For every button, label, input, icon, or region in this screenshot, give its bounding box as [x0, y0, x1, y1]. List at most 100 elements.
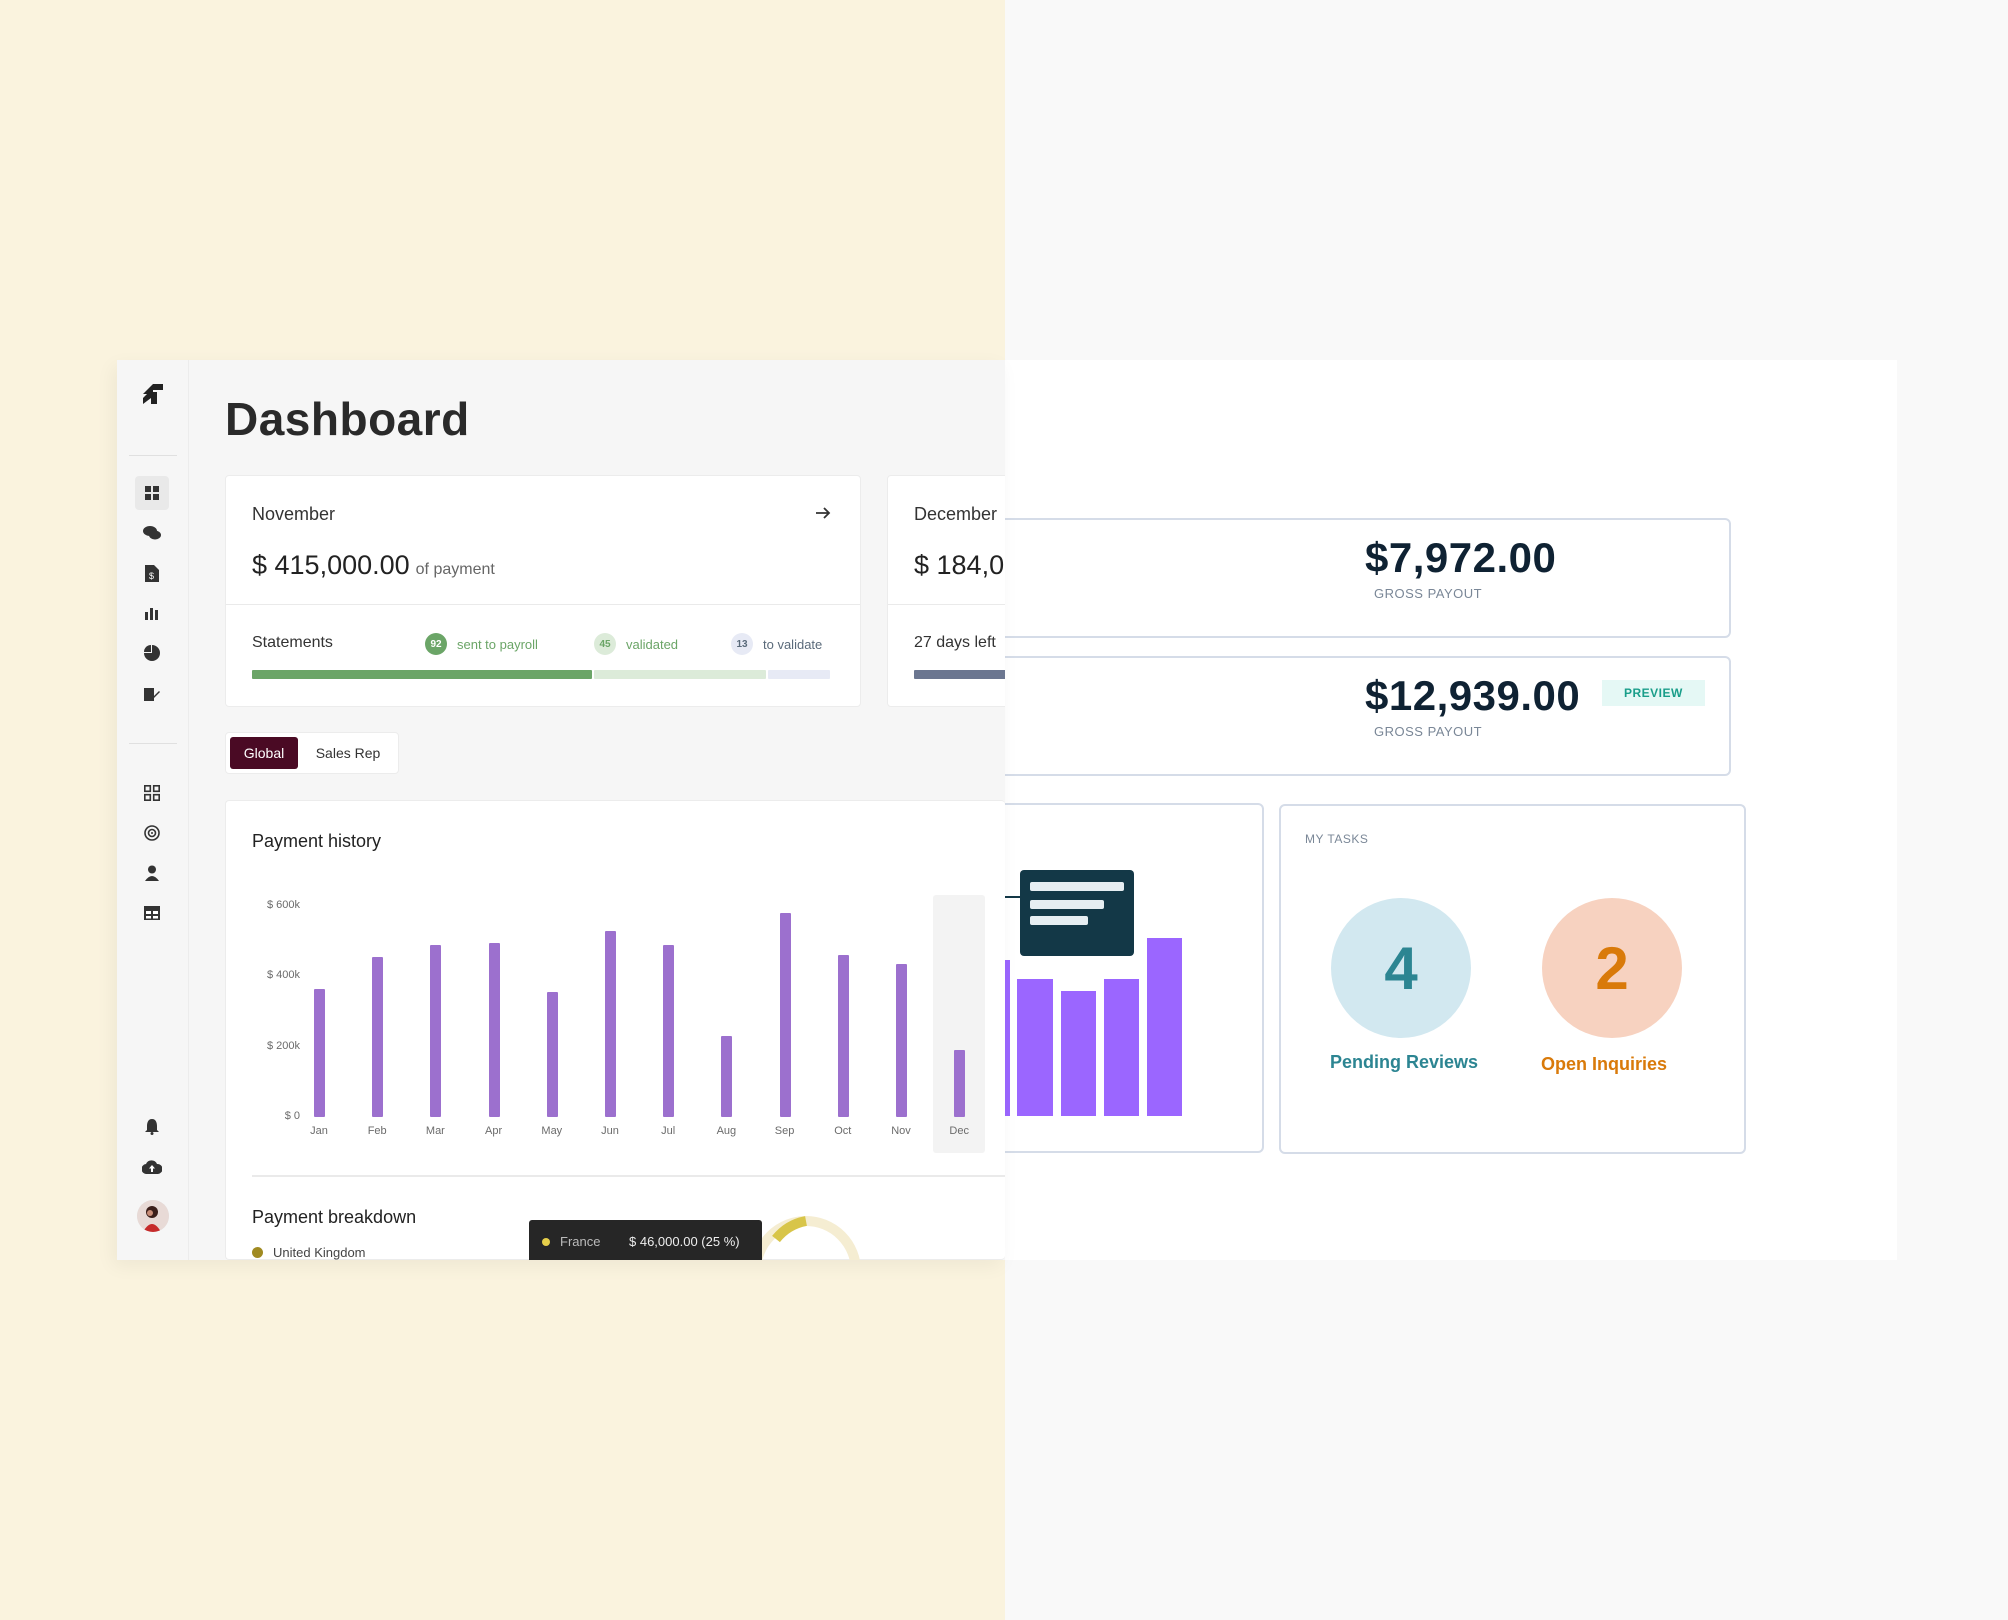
grid-icon[interactable] — [135, 476, 169, 510]
bar-chart-icon[interactable] — [135, 596, 169, 630]
page-title: Dashboard — [225, 393, 470, 445]
invoice-icon[interactable]: $ — [135, 556, 169, 590]
tooltip-line — [1030, 882, 1124, 891]
scope-segmented-control: Global Sales Rep — [225, 732, 399, 774]
card-divider — [226, 604, 860, 605]
mini-chart-tooltip — [1020, 870, 1134, 956]
november-card[interactable]: November $ 415,000.00 of payment Statemen… — [225, 475, 861, 707]
days-left-label: 27 days left — [914, 634, 996, 651]
avatar[interactable] — [137, 1200, 169, 1232]
mini-chart-bar — [1005, 960, 1010, 1116]
tooltip-dot — [542, 1238, 550, 1246]
app-logo[interactable] — [139, 380, 167, 408]
x-tick-label: Apr — [485, 1125, 503, 1137]
sent-to-payroll-status: 92 sent to payroll — [425, 633, 538, 655]
pie-chart-icon[interactable] — [135, 636, 169, 670]
bar-apr[interactable] — [488, 942, 500, 1117]
y-tick-label: $ 600k — [266, 899, 300, 911]
payout-amount: $12,939.00 — [1365, 672, 1581, 719]
open-inquiries-label[interactable]: Open Inquiries — [1541, 1054, 1668, 1074]
x-tick-label: Jul — [661, 1125, 676, 1137]
mini-chart-bar — [1104, 979, 1139, 1116]
segment-global[interactable]: Global — [230, 737, 298, 769]
x-tick-label: Aug — [716, 1125, 737, 1137]
target-icon[interactable] — [135, 816, 169, 850]
validated-label: validated — [626, 636, 679, 652]
my-tasks-card: MY TASKS 4 Pending Reviews 2 Open Inquir… — [1279, 804, 1746, 1154]
progress-to-validate — [768, 670, 830, 679]
app-window: $ Dashboard — [117, 360, 1005, 1260]
payout-label: GROSS PAYOUT — [1374, 586, 1483, 601]
card-month: December — [914, 504, 998, 524]
bell-icon[interactable] — [135, 1110, 169, 1144]
tooltip-line — [1030, 916, 1088, 925]
bar-nov[interactable] — [896, 964, 907, 1117]
bar-sep[interactable] — [779, 913, 791, 1117]
breakdown-tooltip: France $ 46,000.00 (25 %) — [529, 1220, 762, 1260]
legend-dot — [252, 1247, 263, 1258]
preview-badge: PREVIEW — [1602, 680, 1705, 706]
cloud-upload-icon[interactable] — [135, 1150, 169, 1184]
payout-amount: $7,972.00 — [1365, 534, 1557, 581]
y-tick-label: $ 400k — [266, 969, 300, 982]
payout-label: GROSS PAYOUT — [1374, 724, 1483, 739]
legend-item: United Kingdom — [252, 1245, 366, 1260]
to-validate-status: 13 to validate — [731, 633, 822, 655]
bar-may[interactable] — [546, 992, 558, 1117]
tooltip-line — [1030, 900, 1104, 909]
user-icon[interactable] — [135, 856, 169, 890]
chart-divider — [252, 1175, 1005, 1177]
pending-reviews-count[interactable]: 4 — [1331, 898, 1471, 1038]
x-tick-label: Jun — [601, 1125, 619, 1137]
x-tick-label: Nov — [891, 1125, 911, 1137]
payment-history-title: Payment history — [252, 831, 382, 851]
days-progress — [914, 670, 1005, 679]
tooltip-connector — [1005, 896, 1021, 898]
statements-label: Statements — [252, 634, 333, 651]
x-tick-label: Dec — [949, 1125, 969, 1137]
x-tick-label: Oct — [834, 1125, 852, 1137]
mini-chart-bar — [1017, 979, 1053, 1116]
mini-chart-bar — [1147, 938, 1182, 1116]
table-icon[interactable] — [135, 896, 169, 930]
card-month: November — [252, 504, 336, 524]
y-tick-label: $ 0 — [284, 1110, 300, 1122]
x-tick-label: Mar — [425, 1125, 445, 1137]
december-card[interactable]: December $ 184,0 27 days left — [887, 475, 1005, 707]
card-divider — [888, 604, 1005, 605]
legend-label: United Kingdom — [273, 1245, 366, 1260]
open-inquiries-count[interactable]: 2 — [1542, 898, 1682, 1038]
amount-suffix: of payment — [415, 561, 495, 578]
bar-mar[interactable] — [430, 944, 442, 1117]
bar-jun[interactable] — [605, 930, 616, 1117]
payout-card-2: $12,939.00 GROSS PAYOUT PREVIEW — [990, 656, 1731, 776]
x-tick-label: May — [541, 1125, 563, 1137]
sidebar-divider — [129, 455, 177, 456]
payment-history-card: Payment history $ 0 $ 200k $ 400k $ 600k Jan… — [225, 800, 1005, 1260]
bar-dec[interactable] — [954, 1050, 966, 1117]
bar-aug[interactable] — [721, 1036, 733, 1117]
x-tick-label: Sep — [774, 1125, 795, 1137]
to-validate-count: 13 — [731, 633, 753, 655]
sidebar: $ — [117, 360, 189, 1260]
progress-sent — [252, 670, 592, 679]
validated-status: 45 validated — [594, 633, 678, 655]
bar-oct[interactable] — [837, 955, 849, 1117]
mini-chart-bar — [1061, 991, 1096, 1116]
segment-sales-rep[interactable]: Sales Rep — [315, 745, 381, 761]
apps-icon[interactable] — [135, 776, 169, 810]
bar-jul[interactable] — [663, 944, 675, 1117]
pending-reviews-label[interactable]: Pending Reviews — [1330, 1052, 1479, 1072]
sent-label: sent to payroll — [457, 636, 538, 652]
tooltip-country: France — [560, 1234, 601, 1249]
tasks-title: MY TASKS — [1305, 832, 1369, 846]
to-validate-label: to validate — [763, 636, 823, 652]
bar-feb[interactable] — [372, 956, 384, 1117]
tooltip-value: $ 46,000.00 (25 %) — [629, 1234, 740, 1249]
arrow-right-icon[interactable] — [814, 504, 834, 524]
chat-bubbles-icon[interactable] — [135, 516, 169, 550]
bar-jan[interactable] — [314, 988, 325, 1117]
edit-document-icon[interactable] — [135, 678, 169, 712]
sent-count: 92 — [425, 633, 447, 655]
validated-count: 45 — [594, 633, 616, 655]
